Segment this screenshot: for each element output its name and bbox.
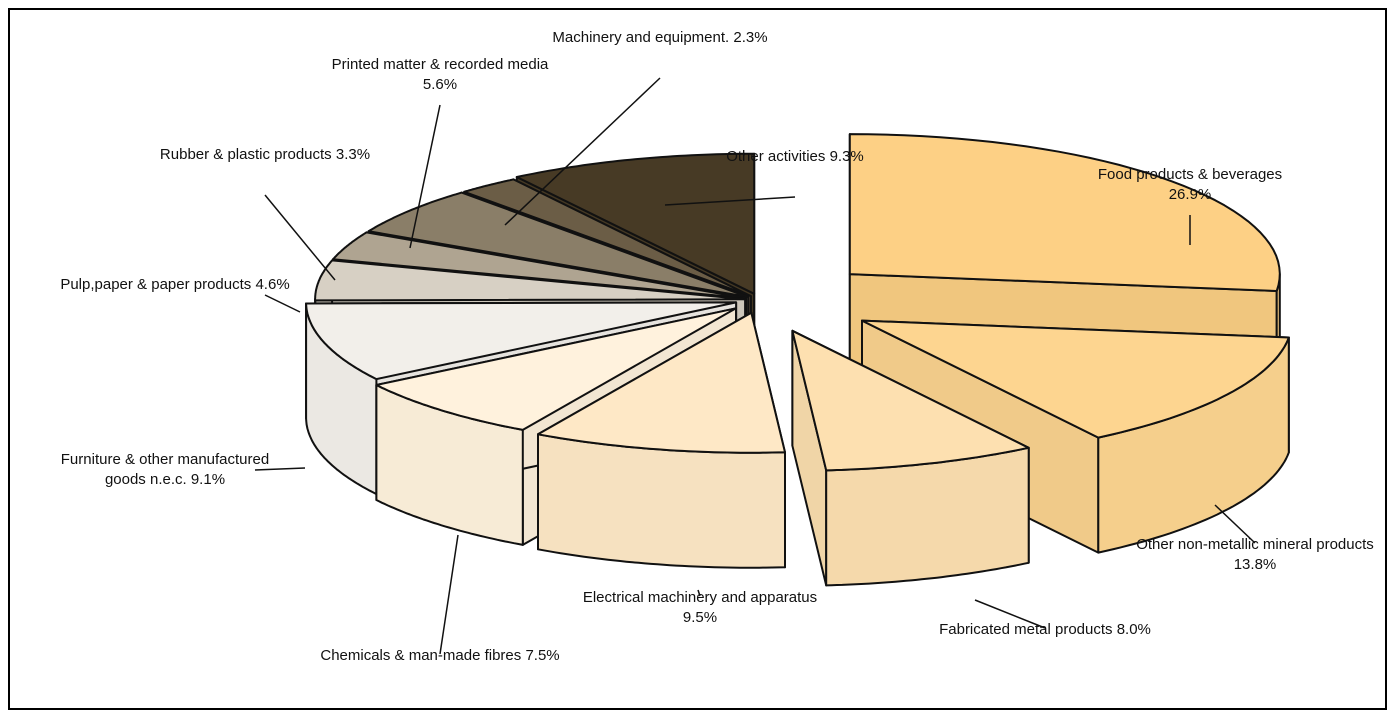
slice-label: Machinery and equipment. 2.3% [540,28,780,48]
slice-label: Other non-metallic mineral products 13.8… [1135,535,1375,575]
slice-label: Electrical machinery and apparatus 9.5% [580,588,820,628]
leader-line [664,196,796,206]
category-label: Other activities [726,148,826,165]
category-label: Furniture & other manufactured goods n.e… [60,451,270,488]
category-label: Rubber & plastic products [159,146,332,163]
category-label: Chemicals & man-made fibres [320,647,522,664]
slice [375,307,737,431]
slice [515,152,756,295]
slice [332,231,748,300]
category-label: Electrical machinery and apparatus [582,589,818,606]
category-label: Printed matter & recorded media [331,56,549,73]
category-label: Fabricated metal products [939,621,1113,638]
value-label: 9.5% [682,609,718,626]
leader-line [1214,504,1256,544]
slice-outer-wall [537,433,786,569]
leader-line [974,599,1046,629]
category-label: Pulp,paper & paper products [60,276,252,293]
frame [8,8,1387,710]
category-label: Machinery and equipment. [552,29,730,46]
category-label: Other non-metallic mineral products [1136,536,1374,553]
slice-label: Food products & beverages 26.9% [1075,165,1305,205]
slice-label: Furniture & other manufactured goods n.e… [55,450,275,490]
value-label: 9.3% [829,148,864,165]
value-label: 13.8% [1233,556,1277,573]
slice [305,301,738,381]
slice-label: Pulp,paper & paper products 4.6% [45,275,305,295]
slice [537,311,786,454]
slice [848,133,1281,292]
value-label: 4.6% [255,276,290,293]
value-label: 5.6% [422,76,458,93]
slice [791,329,1030,587]
value-label: 26.9% [1168,186,1212,203]
value-label: 2.3% [733,29,768,46]
value-label: 7.5% [525,647,560,664]
leader-line [697,589,701,597]
slice-label: Fabricated metal products 8.0% [885,620,1205,640]
slice-label: Printed matter & recorded media 5.6% [315,55,565,95]
category-label: Food products & beverages [1097,166,1283,183]
slice-label: Chemicals & man-made fibres 7.5% [290,646,590,666]
slice-label: Other activities 9.3% [685,147,905,167]
slice [367,191,750,298]
leader-line [504,77,661,226]
slice-label: Rubber & plastic products 3.3% [120,145,410,165]
value-label: 3.3% [335,146,371,163]
slice [314,259,747,302]
leader-line [409,104,441,249]
leader-line [264,294,301,313]
slice [791,329,1030,472]
slice [861,319,1290,439]
slice [537,311,786,569]
leader-line [439,534,459,655]
leader-line [264,194,336,281]
value-label: 8.0% [1116,621,1151,638]
value-label: 9.1% [190,471,226,488]
leader-line [254,467,306,471]
slice [463,178,752,298]
